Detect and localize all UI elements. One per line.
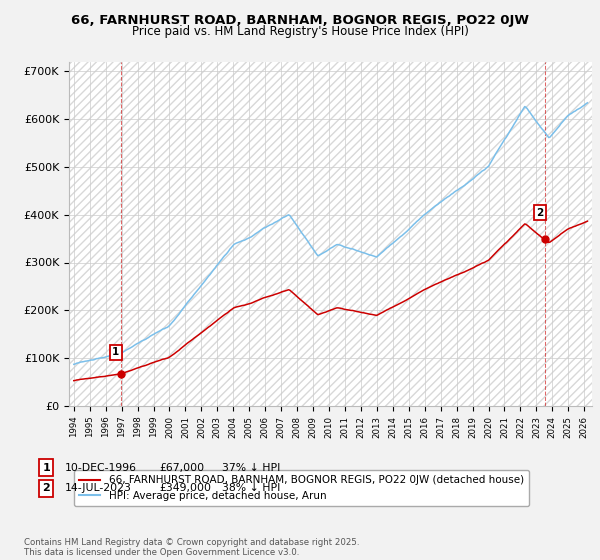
Text: 66, FARNHURST ROAD, BARNHAM, BOGNOR REGIS, PO22 0JW: 66, FARNHURST ROAD, BARNHAM, BOGNOR REGI… <box>71 14 529 27</box>
Text: 1: 1 <box>43 463 50 473</box>
Text: 1: 1 <box>112 347 119 357</box>
Text: 10-DEC-1996: 10-DEC-1996 <box>65 463 137 473</box>
Text: 38% ↓ HPI: 38% ↓ HPI <box>222 483 280 493</box>
Text: 2: 2 <box>43 483 50 493</box>
Text: 14-JUL-2023: 14-JUL-2023 <box>65 483 131 493</box>
Text: £349,000: £349,000 <box>159 483 211 493</box>
Text: Contains HM Land Registry data © Crown copyright and database right 2025.
This d: Contains HM Land Registry data © Crown c… <box>24 538 359 557</box>
Legend: 66, FARNHURST ROAD, BARNHAM, BOGNOR REGIS, PO22 0JW (detached house), HPI: Avera: 66, FARNHURST ROAD, BARNHAM, BOGNOR REGI… <box>74 470 529 506</box>
Text: 2: 2 <box>536 208 544 218</box>
Text: 37% ↓ HPI: 37% ↓ HPI <box>222 463 280 473</box>
Text: £67,000: £67,000 <box>159 463 204 473</box>
Text: Price paid vs. HM Land Registry's House Price Index (HPI): Price paid vs. HM Land Registry's House … <box>131 25 469 38</box>
